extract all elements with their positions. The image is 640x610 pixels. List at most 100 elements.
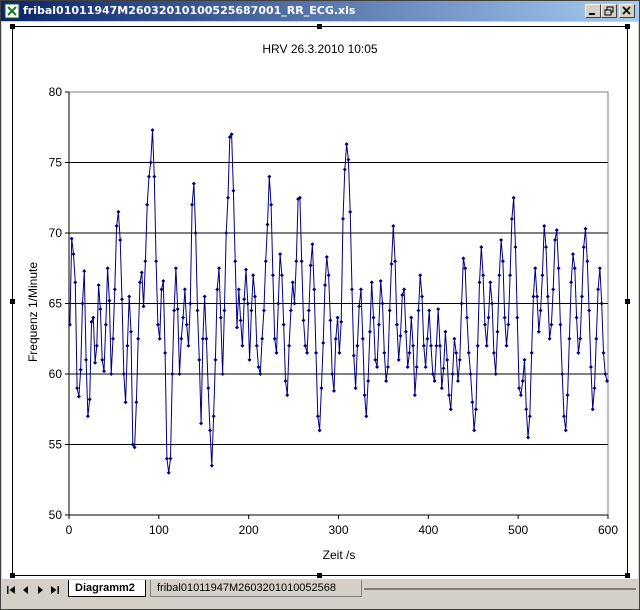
data-point	[247, 357, 252, 362]
data-point	[78, 367, 83, 372]
data-point	[217, 266, 222, 271]
data-point	[495, 329, 500, 334]
data-point	[76, 394, 81, 399]
data-point	[572, 266, 577, 271]
data-point	[454, 350, 459, 355]
x-tick-label: 600	[598, 523, 618, 537]
data-point	[130, 442, 135, 447]
data-point	[324, 254, 329, 259]
data-point	[396, 357, 401, 362]
data-point	[283, 379, 288, 384]
data-point	[545, 294, 550, 299]
data-point	[209, 463, 214, 468]
data-point	[89, 319, 94, 324]
data-point	[159, 287, 164, 292]
resize-handle-right[interactable]	[625, 299, 630, 304]
horizontal-scrollbar[interactable]	[364, 588, 636, 590]
data-point	[75, 386, 80, 391]
data-point	[504, 343, 509, 348]
data-point	[579, 294, 584, 299]
data-point	[195, 308, 200, 313]
data-point	[123, 400, 128, 405]
data-point	[227, 135, 232, 140]
prev-sheet-icon[interactable]	[20, 584, 32, 596]
chart-area[interactable]: HRV 26.3.2010 10:05 Zeit /s Frequenz 1/M…	[2, 22, 638, 579]
data-point	[526, 435, 531, 440]
data-point	[254, 343, 259, 348]
resize-handle-top-right[interactable]	[625, 24, 630, 29]
data-point	[511, 195, 516, 200]
data-point	[265, 222, 270, 227]
data-point	[143, 259, 148, 264]
data-point	[150, 128, 155, 133]
data-point	[125, 343, 130, 348]
title-bar[interactable]: fribal01011947M26032010100525687001_RR_E…	[1, 1, 639, 21]
data-point	[439, 386, 444, 391]
data-point	[560, 372, 565, 376]
data-point	[382, 350, 387, 355]
data-point	[132, 445, 137, 450]
resize-handle-left[interactable]	[10, 299, 15, 304]
next-sheet-icon[interactable]	[34, 584, 46, 596]
data-point	[179, 336, 184, 341]
first-sheet-icon[interactable]	[6, 584, 18, 596]
data-point	[215, 287, 220, 292]
data-point	[137, 280, 142, 285]
data-point	[148, 160, 153, 165]
data-point	[596, 287, 601, 292]
data-point	[112, 287, 117, 292]
data-point	[258, 372, 263, 376]
data-point	[91, 315, 96, 320]
data-point	[120, 297, 125, 302]
excel-icon[interactable]	[4, 3, 20, 19]
restore-button[interactable]	[601, 4, 617, 18]
data-point	[202, 294, 207, 299]
data-point	[121, 372, 126, 376]
data-point	[145, 202, 150, 207]
tab-diagramm2[interactable]: Diagramm2	[68, 580, 146, 597]
data-point	[269, 202, 274, 207]
data-point	[191, 181, 196, 186]
data-point	[434, 343, 439, 348]
hrv-chart[interactable]: HRV 26.3.2010 10:05 Zeit /s Frequenz 1/M…	[2, 22, 638, 579]
resize-handle-bottom-left[interactable]	[10, 573, 15, 578]
data-point	[197, 357, 202, 362]
data-point	[594, 336, 599, 341]
data-point	[438, 343, 443, 348]
data-point	[175, 307, 180, 312]
data-point	[459, 301, 464, 306]
close-button[interactable]	[619, 4, 635, 18]
data-point	[107, 298, 112, 303]
data-point	[111, 336, 116, 341]
data-point	[344, 142, 349, 147]
resize-handle-top[interactable]	[317, 24, 322, 29]
tab-data-sheet[interactable]: fribal01011947M260320101005256​8	[150, 580, 362, 597]
x-axis-label: Zeit /s	[323, 548, 356, 562]
data-point	[128, 329, 133, 334]
data-point	[220, 372, 225, 376]
data-point	[224, 231, 229, 235]
data-point	[364, 414, 369, 419]
data-point	[592, 386, 597, 391]
data-point	[236, 287, 241, 292]
resize-handle-bottom-right[interactable]	[625, 573, 630, 578]
resize-handle-top-left[interactable]	[10, 24, 15, 29]
minimize-button[interactable]	[585, 4, 601, 18]
data-point	[260, 336, 265, 341]
data-point	[353, 386, 358, 391]
data-point	[387, 308, 392, 313]
y-tick-label: 65	[49, 297, 63, 311]
data-point	[527, 414, 532, 419]
data-point	[518, 393, 523, 398]
data-point	[517, 386, 522, 391]
data-point	[229, 132, 234, 137]
data-point	[261, 308, 266, 313]
data-point	[317, 428, 322, 433]
data-point	[163, 350, 168, 355]
resize-handle-bottom[interactable]	[317, 573, 322, 578]
data-point	[204, 336, 209, 341]
last-sheet-icon[interactable]	[48, 584, 60, 596]
data-point	[100, 357, 105, 362]
data-point	[367, 329, 372, 334]
data-point	[193, 231, 198, 235]
